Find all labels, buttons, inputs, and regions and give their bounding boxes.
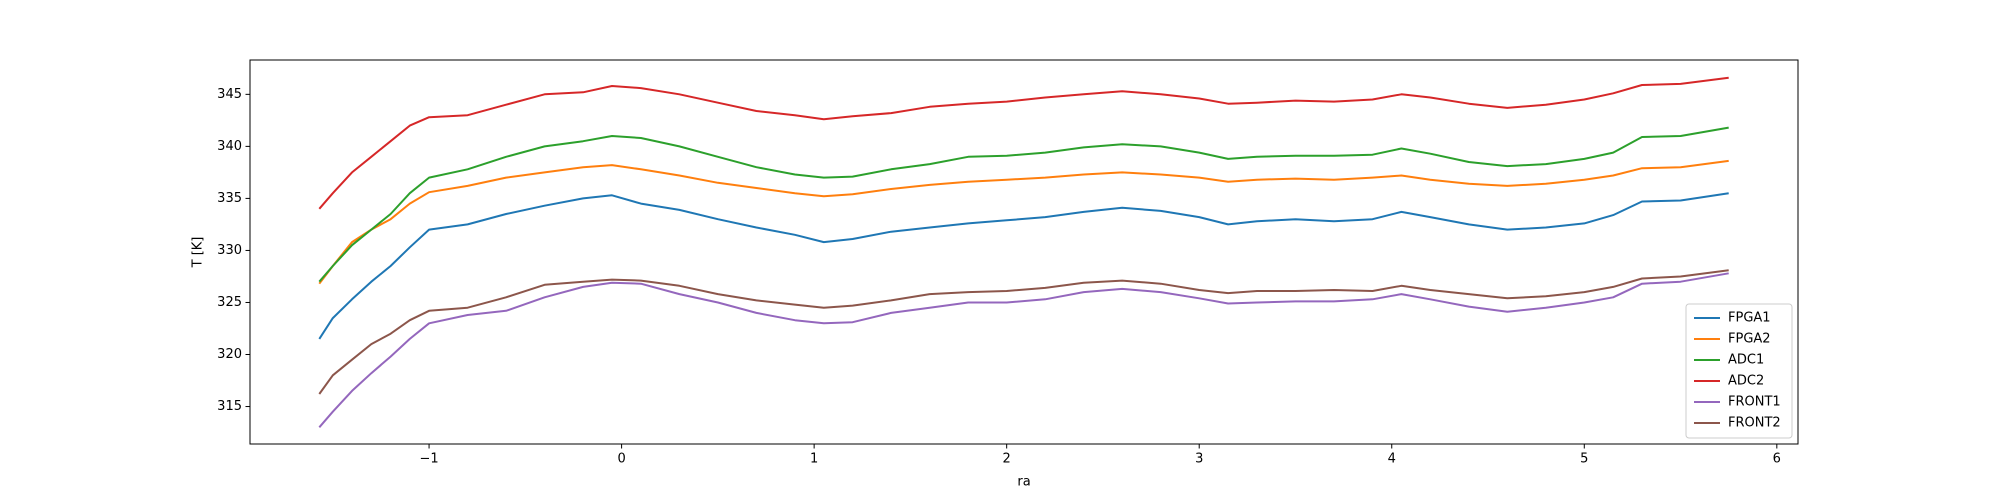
legend-label: FRONT2	[1728, 416, 1781, 431]
legend-label: ADC1	[1728, 353, 1764, 368]
y-tick-label: 320	[217, 347, 242, 362]
x-tick-label: 2	[1003, 452, 1011, 467]
legend-box	[1685, 303, 1793, 439]
y-tick-label: 330	[217, 243, 242, 258]
legend-label: ADC2	[1728, 374, 1764, 389]
y-tick-label: 325	[217, 295, 242, 310]
y-tick-label: 335	[217, 191, 242, 206]
x-tick-label: 5	[1580, 452, 1588, 467]
y-tick-label: 345	[217, 87, 242, 102]
line-series	[318, 192, 1729, 340]
line-series	[318, 76, 1729, 210]
line-series	[318, 159, 1729, 285]
legend-label: FRONT1	[1728, 395, 1781, 410]
legend-label: FPGA1	[1728, 311, 1771, 326]
line-series	[318, 272, 1729, 428]
x-tick-label: 3	[1195, 452, 1203, 467]
line-series	[318, 126, 1729, 283]
x-tick-label: 6	[1773, 452, 1781, 467]
x-tick-label: −1	[419, 452, 438, 467]
y-tick-label: 315	[217, 399, 242, 414]
plot-frame	[249, 59, 1799, 445]
x-tick-label: 4	[1388, 452, 1396, 467]
y-axis-label: T [K]	[191, 237, 206, 269]
x-axis-label: ra	[1017, 475, 1030, 490]
y-tick-label: 340	[217, 139, 242, 154]
legend-label: FPGA2	[1728, 332, 1771, 347]
x-tick-label: 0	[617, 452, 625, 467]
x-tick-label: 1	[810, 452, 818, 467]
line-series	[318, 269, 1729, 395]
